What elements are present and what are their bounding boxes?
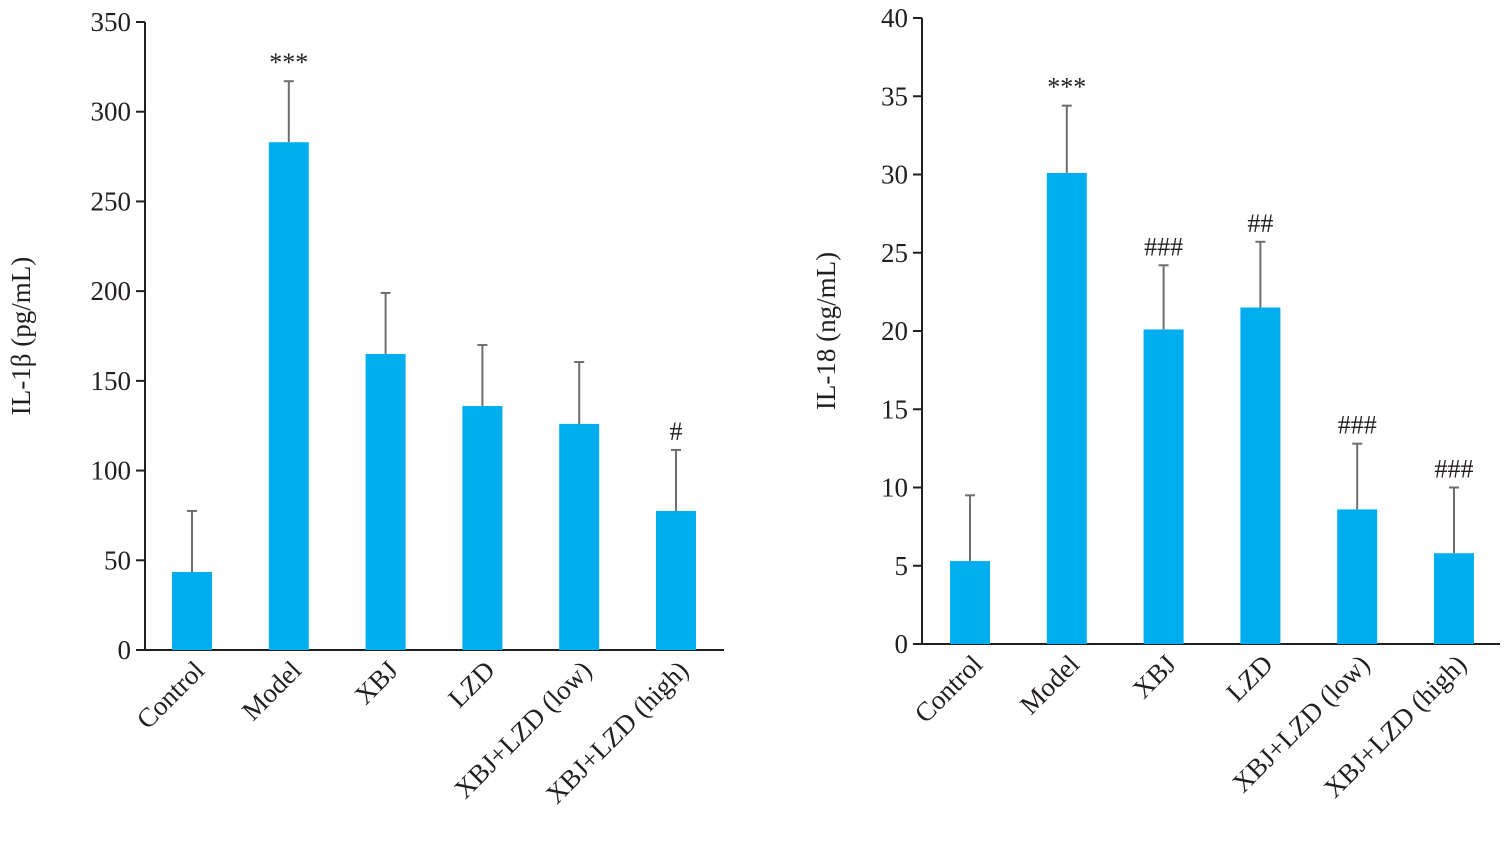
bar-xbj-lzd-high-	[1434, 553, 1474, 644]
x-tick-label: Model	[236, 655, 307, 726]
bar-xbj-lzd-low-	[1337, 509, 1378, 644]
significance-label: ***	[1047, 73, 1086, 102]
y-axis-label: IL-18 (ng/mL)	[811, 252, 841, 410]
x-tick-label: LZD	[1220, 649, 1278, 707]
y-tick-label: 250	[91, 186, 132, 216]
y-tick-label: 50	[104, 545, 131, 575]
bar-lzd	[462, 405, 503, 650]
y-tick-label: 30	[881, 160, 908, 190]
y-tick-label: 40	[881, 3, 908, 33]
y-tick-label: 5	[895, 551, 909, 581]
significance-label: #	[670, 417, 683, 446]
x-tick-label: Control	[909, 649, 989, 729]
x-tick-label: LZD	[442, 655, 500, 713]
bar-lzd	[1240, 307, 1281, 644]
bar-xbj-lzd-low-	[559, 423, 600, 650]
significance-label: ***	[269, 48, 308, 77]
bar-control	[950, 561, 990, 644]
bar-control	[172, 571, 212, 650]
y-tick-label: 35	[881, 81, 908, 111]
significance-label: ###	[1435, 455, 1474, 484]
y-tick-label: 15	[881, 394, 908, 424]
x-tick-label: XBJ	[349, 655, 404, 710]
chart-2: 0 5 10 15 20 25 30 35 40 IL-18 (ng/mL) Control *** M…	[811, 3, 1500, 804]
y-tick-label: 200	[91, 276, 132, 306]
x-tick-label: XBJ	[1127, 649, 1182, 704]
bar-model	[268, 142, 309, 650]
y-tick-label: 20	[881, 316, 908, 346]
y-tick-label: 350	[91, 7, 132, 37]
y-tick-label: 10	[881, 473, 908, 503]
significance-label: ##	[1247, 209, 1273, 238]
y-axis-label: IL-1β (pg/mL)	[6, 257, 36, 415]
bar-model	[1046, 172, 1087, 644]
bar-xbj	[1143, 329, 1184, 644]
bar-xbj	[365, 353, 406, 650]
y-tick-label: 25	[881, 238, 908, 268]
y-tick-label: 150	[91, 366, 132, 396]
y-tick-label: 0	[895, 629, 909, 659]
x-tick-label: Model	[1014, 649, 1085, 720]
y-tick-label: 100	[91, 456, 132, 486]
significance-label: ###	[1144, 232, 1183, 261]
chart-1: 0 50 100 150 200 250 300 350 IL-1β (pg/mL) Contro…	[6, 7, 724, 810]
significance-label: ###	[1338, 411, 1377, 440]
bar-xbj-lzd-high-	[656, 510, 696, 650]
x-tick-label: Control	[131, 655, 211, 735]
y-tick-label: 0	[118, 635, 132, 665]
y-tick-label: 300	[91, 97, 132, 127]
